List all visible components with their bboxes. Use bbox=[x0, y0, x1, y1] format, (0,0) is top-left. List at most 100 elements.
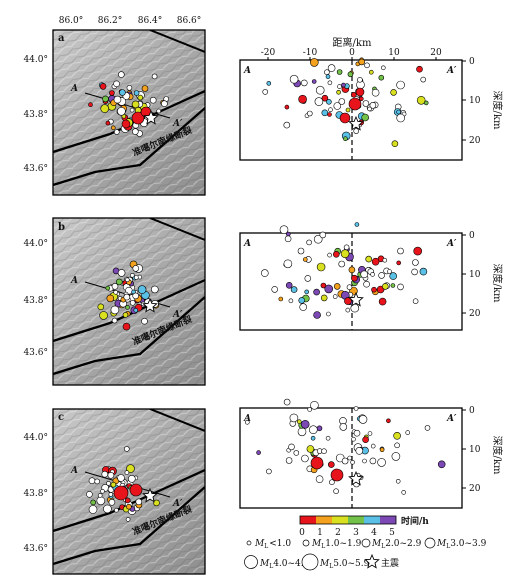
event-marker bbox=[354, 222, 360, 227]
mainshock-star-icon bbox=[143, 109, 159, 125]
event-markers bbox=[88, 71, 169, 137]
event-marker bbox=[114, 507, 119, 513]
event-marker bbox=[319, 231, 327, 239]
event-marker bbox=[327, 252, 332, 258]
map-panel-a: a A A′ 准噶尔南缘断裂 bbox=[52, 29, 206, 196]
event-marker bbox=[306, 445, 315, 453]
map-panel-c: c A A′ 准噶尔南缘断裂 bbox=[52, 408, 206, 575]
event-marker bbox=[411, 268, 418, 276]
event-marker bbox=[336, 90, 341, 95]
event-marker bbox=[330, 468, 344, 482]
depth-axis-title: 深度/km bbox=[491, 91, 504, 130]
mainshock-star-icon bbox=[348, 470, 364, 486]
event-marker bbox=[129, 107, 135, 113]
event-marker bbox=[151, 73, 158, 80]
longitude-axis: 86.0° 86.2° 86.4° 86.6° bbox=[59, 16, 202, 26]
event-marker bbox=[130, 272, 135, 278]
fault-line bbox=[53, 296, 205, 376]
lat-tick-label: 43.6° bbox=[23, 348, 48, 358]
event-marker bbox=[325, 435, 331, 441]
event-marker bbox=[285, 457, 293, 464]
event-marker bbox=[106, 294, 115, 303]
colorbar-segment bbox=[364, 516, 380, 524]
event-marker bbox=[370, 272, 375, 277]
event-marker bbox=[377, 458, 386, 467]
section-label-a: A bbox=[243, 66, 251, 76]
event-marker bbox=[113, 289, 118, 295]
profile-label-a: A bbox=[70, 84, 78, 94]
event-marker bbox=[114, 129, 120, 135]
lat-tick-label: 43.6° bbox=[23, 164, 48, 174]
event-marker bbox=[341, 82, 346, 88]
event-markers bbox=[262, 57, 429, 147]
distance-tick-label: 0 bbox=[349, 48, 355, 58]
event-marker bbox=[256, 450, 261, 455]
legend-label: 主震 bbox=[381, 557, 399, 569]
latitude-axis-c: 44.0° 43.8° 43.6° bbox=[23, 433, 48, 554]
event-marker bbox=[327, 112, 332, 117]
event-marker bbox=[325, 74, 331, 79]
event-marker bbox=[339, 112, 351, 124]
hillshade-texture bbox=[53, 409, 205, 574]
event-marker bbox=[283, 398, 291, 406]
event-marker bbox=[321, 94, 329, 102]
event-marker bbox=[88, 102, 93, 107]
event-marker bbox=[99, 311, 108, 320]
colorbar-tick-label: 0 bbox=[299, 528, 305, 538]
event-marker bbox=[348, 97, 362, 111]
event-markers bbox=[86, 446, 160, 522]
event-marker bbox=[100, 104, 109, 113]
event-marker bbox=[121, 119, 131, 129]
event-marker bbox=[391, 452, 401, 461]
event-marker bbox=[105, 120, 111, 126]
event-markers bbox=[260, 222, 428, 319]
event-marker bbox=[355, 446, 364, 455]
event-marker bbox=[350, 459, 355, 465]
legend-symbol-ml-5 bbox=[301, 553, 319, 571]
event-marker bbox=[413, 246, 423, 256]
event-marker bbox=[353, 406, 359, 411]
event-marker bbox=[306, 110, 313, 117]
event-marker bbox=[393, 431, 401, 440]
event-marker bbox=[401, 490, 407, 495]
event-marker bbox=[340, 249, 350, 258]
event-marker bbox=[141, 317, 148, 325]
cross-section-a: 距离/km -20 -10 0 10 20 0 10 20 深度/km A A′ bbox=[239, 36, 504, 161]
event-marker bbox=[102, 95, 109, 103]
event-marker bbox=[300, 419, 310, 429]
event-marker bbox=[117, 269, 126, 277]
legend-symbol-ml-3 bbox=[424, 537, 436, 549]
event-marker bbox=[328, 107, 333, 112]
event-marker bbox=[339, 423, 348, 431]
lat-tick-label: 44.0° bbox=[23, 433, 48, 443]
event-marker bbox=[278, 296, 284, 302]
event-marker bbox=[297, 427, 307, 437]
magnitude-legend: ML<1.0 ML1.0~1.9 ML2.0~2.9 ML3.0~3.9 ML4… bbox=[244, 537, 487, 571]
event-marker bbox=[337, 84, 342, 89]
event-marker bbox=[137, 285, 147, 294]
section-label-a-prime: A′ bbox=[446, 239, 457, 249]
section-label-a: A bbox=[243, 239, 251, 249]
fault-line bbox=[53, 107, 205, 187]
lon-tick-label: 86.6° bbox=[177, 16, 202, 26]
lat-tick-label: 44.0° bbox=[23, 239, 48, 249]
event-marker bbox=[416, 65, 423, 73]
panel-letter: b bbox=[58, 222, 65, 233]
event-marker bbox=[367, 431, 373, 436]
legend-symbol-ml-lt-1 bbox=[246, 540, 252, 546]
distance-tick-label: -10 bbox=[303, 48, 318, 58]
event-marker bbox=[117, 474, 125, 482]
colorbar-segment bbox=[332, 516, 348, 524]
section-label-a-prime: A′ bbox=[446, 66, 457, 76]
event-marker bbox=[358, 96, 364, 102]
event-marker bbox=[96, 496, 106, 506]
event-marker bbox=[423, 100, 429, 106]
event-marker bbox=[324, 284, 334, 294]
event-marker bbox=[351, 436, 356, 442]
event-marker bbox=[332, 251, 340, 258]
event-marker bbox=[347, 455, 353, 461]
event-marker bbox=[308, 425, 318, 435]
event-marker bbox=[289, 413, 299, 423]
event-marker bbox=[97, 493, 103, 498]
